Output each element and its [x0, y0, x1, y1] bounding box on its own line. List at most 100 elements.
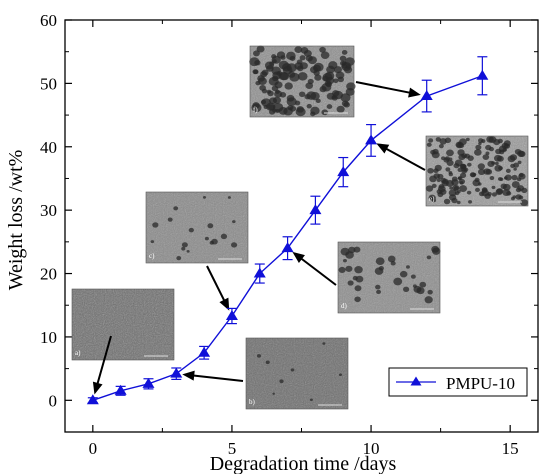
sem-grain: [72, 289, 174, 360]
sem-label: b): [249, 398, 256, 406]
sem-pore: [393, 277, 403, 286]
sem-pore: [493, 154, 502, 162]
sem-pore: [319, 46, 326, 53]
arrow-line: [185, 373, 244, 382]
sem-pore: [304, 94, 311, 100]
sem-pore: [249, 57, 260, 67]
sem-pore: [286, 51, 296, 61]
arrow-head: [376, 143, 390, 154]
sem-pore: [341, 50, 348, 55]
sem-pore: [325, 76, 335, 85]
data-point: [170, 367, 183, 378]
sem-pore: [297, 72, 308, 81]
sem-pore: [337, 76, 345, 83]
sem-pore: [345, 265, 353, 272]
sem-pore: [513, 167, 517, 171]
sem-pore: [518, 195, 524, 200]
sem-pore: [444, 156, 450, 161]
data-point: [420, 90, 433, 101]
sem-pore: [504, 174, 512, 181]
sem-pore: [303, 49, 312, 57]
data-point: [309, 204, 322, 215]
sem-pore: [264, 61, 275, 70]
sem-pore: [333, 66, 342, 74]
sem-pore: [457, 149, 465, 156]
data-point: [114, 384, 127, 395]
legend-marker: [410, 376, 422, 386]
sem-pore: [252, 69, 259, 75]
sem-pore: [211, 238, 218, 245]
sem-pore: [491, 161, 496, 165]
data-point: [365, 134, 378, 145]
data-point: [253, 267, 266, 278]
sem-pore: [338, 266, 346, 274]
sem-pore: [438, 144, 444, 149]
x-tick-label: 5: [228, 439, 237, 458]
sem-pore: [518, 173, 526, 180]
sem-pore: [521, 187, 528, 194]
sem-pore: [375, 284, 381, 290]
data-point: [86, 394, 99, 405]
sem-pore: [333, 90, 344, 100]
sem-pore: [344, 57, 355, 66]
sem-pore: [320, 51, 330, 60]
sem-pore: [321, 109, 329, 116]
sem-pore: [299, 55, 306, 61]
sem-pore: [253, 50, 260, 57]
sem-label: d): [341, 302, 348, 310]
sem-pore: [202, 196, 207, 199]
sem-pore: [419, 281, 427, 288]
sem-border: [425, 135, 529, 207]
sem-pore: [502, 189, 511, 197]
sem-pore: [432, 148, 439, 155]
sem-pore: [466, 190, 472, 195]
legend-label: PMPU-10: [446, 374, 515, 393]
sem-pore: [461, 166, 467, 172]
sem-pore: [260, 99, 267, 105]
sem-pore: [296, 65, 304, 72]
arrow-head: [182, 370, 195, 381]
sem-pore: [406, 265, 410, 269]
sem-pore: [478, 138, 484, 143]
sem-pore: [341, 100, 349, 107]
sem-pore: [494, 161, 499, 166]
sem-label: f): [253, 106, 258, 114]
sem-inset-e: e): [425, 135, 529, 207]
sem-pore: [429, 196, 434, 201]
sem-pore: [512, 195, 517, 199]
sem-pore: [272, 96, 282, 104]
sem-pore: [474, 149, 482, 156]
sem-pore: [475, 187, 480, 193]
sem-border: [249, 45, 355, 118]
arrow-head: [408, 87, 421, 98]
sem-pore: [276, 51, 286, 59]
sem-pore: [279, 379, 284, 384]
sem-pore: [495, 188, 503, 196]
sem-pore: [502, 147, 507, 152]
sem-pore: [439, 188, 447, 195]
sem-pore: [268, 109, 276, 115]
sem-pore: [252, 102, 260, 109]
sem-pore: [152, 222, 159, 228]
sem-pore: [341, 63, 348, 69]
sem-pore: [505, 168, 511, 173]
sem-pore: [459, 185, 468, 193]
sem-pore: [483, 168, 491, 175]
arrow-head: [219, 297, 230, 311]
sem-pore: [468, 200, 473, 204]
sem-inset-c: c): [145, 191, 249, 264]
sem-pore: [500, 183, 507, 190]
sem-pore: [497, 177, 503, 181]
sem-pore: [284, 82, 293, 90]
data-point: [281, 242, 294, 253]
sem-pore: [445, 167, 451, 172]
sem-pore: [256, 354, 262, 358]
sem-pore: [458, 154, 466, 161]
sem-pore: [272, 392, 275, 395]
arrow-head: [92, 381, 103, 395]
sem-pore: [426, 142, 432, 147]
sem-pore: [458, 178, 466, 185]
sem-pore: [477, 168, 486, 176]
sem-inset-d: d): [337, 241, 441, 314]
